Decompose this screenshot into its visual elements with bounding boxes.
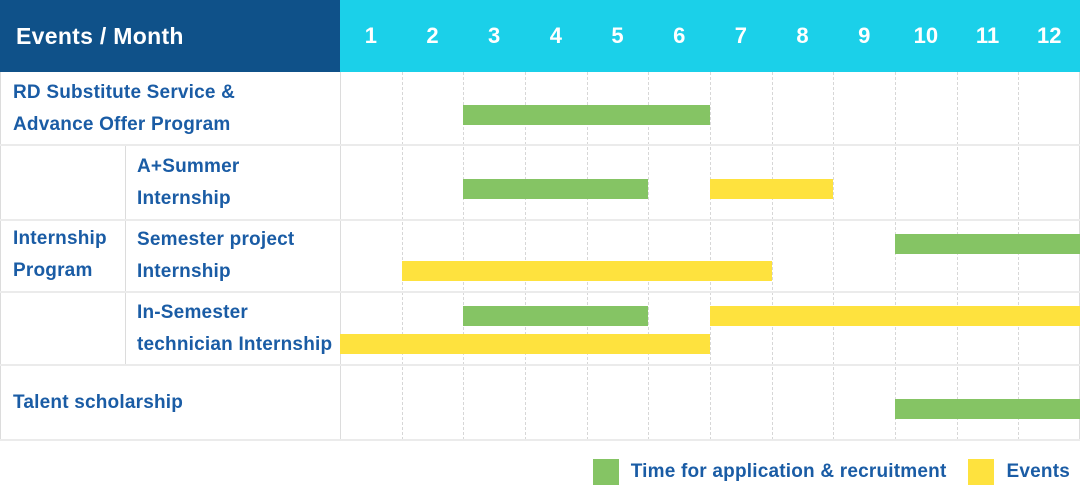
- event-bar: [401, 261, 772, 281]
- event-bar: [340, 334, 710, 354]
- month-gridline: [525, 72, 526, 440]
- legend: Time for application & recruitment Events: [592, 459, 1070, 485]
- group-label-line: Program: [13, 260, 93, 281]
- legend-label: Time for application & recruitment: [630, 461, 947, 482]
- event-bar: [710, 179, 834, 199]
- month-label: 7: [734, 23, 747, 48]
- month-gridline: [586, 72, 588, 440]
- event-bar: [710, 306, 1080, 326]
- application-bar: [463, 179, 649, 199]
- application-bar: [463, 306, 649, 326]
- month-gridline: [956, 72, 958, 440]
- month-header-row: 1 2 3 4 5 6 7 8 9 10 11 12: [340, 0, 1080, 72]
- legend-item-application: Time for application & recruitment: [592, 459, 947, 485]
- header-title: Events / Month: [16, 22, 184, 49]
- month-gridline: [895, 72, 896, 440]
- row-label: Semester project Internship: [137, 224, 294, 288]
- row-label: Talent scholarship: [13, 387, 183, 419]
- row-label-line: Semester project: [137, 229, 295, 250]
- event-legend-swatch: [968, 459, 995, 485]
- row-divider: [0, 219, 1080, 221]
- application-bar: [895, 399, 1080, 419]
- row-divider: [0, 364, 1080, 366]
- row-label-line: RD Substitute Service &: [13, 81, 236, 103]
- application-bar: [463, 105, 710, 125]
- month-gridline: [710, 72, 711, 440]
- row-label-line: Internship: [137, 261, 231, 282]
- row-label-line: Internship: [137, 187, 231, 209]
- month-label: 10: [913, 23, 939, 48]
- legend-item-event: Events: [968, 459, 1070, 485]
- row-label-line: Advance Offer Program: [13, 113, 231, 135]
- month-gridline: [833, 72, 835, 440]
- month-label: 12: [1036, 23, 1062, 48]
- row-label-line: In-Semester: [137, 301, 248, 323]
- application-legend-swatch: [592, 459, 619, 485]
- row-divider: [0, 291, 1080, 293]
- table-left-border: [0, 72, 1, 440]
- column-divider: [340, 72, 341, 440]
- application-bar: [895, 234, 1080, 254]
- row-label-line: A+Summer: [137, 155, 240, 177]
- sublabel-divider: [125, 145, 126, 365]
- row-divider: [0, 144, 1080, 146]
- row-label-line: technician Internship: [137, 333, 333, 355]
- table-bottom-border: [0, 439, 1080, 441]
- group-label-line: Internship: [13, 228, 107, 249]
- month-label: 11: [975, 23, 1000, 48]
- month-label: 8: [796, 23, 809, 48]
- events-month-header-cell: Events / Month: [0, 0, 340, 72]
- month-gridline: [771, 72, 773, 440]
- month-label: 9: [858, 23, 871, 48]
- month-label: 2: [426, 23, 439, 48]
- month-gridline: [463, 72, 465, 440]
- month-label: 6: [673, 23, 686, 48]
- month-label: 5: [611, 23, 624, 48]
- row-label-line: Talent scholarship: [13, 391, 184, 413]
- month-gridline: [401, 72, 403, 440]
- row-label: A+Summer Internship: [137, 151, 239, 215]
- month-gridline: [648, 72, 650, 440]
- group-label: Internship Program: [13, 223, 107, 287]
- legend-label: Events: [1006, 461, 1070, 482]
- month-gridline: [1018, 72, 1020, 440]
- row-label: In-Semester technician Internship: [137, 297, 332, 361]
- month-label: 3: [488, 23, 501, 48]
- month-label: 1: [364, 23, 377, 48]
- row-label: RD Substitute Service & Advance Offer Pro…: [13, 77, 235, 141]
- month-label: 4: [549, 23, 562, 48]
